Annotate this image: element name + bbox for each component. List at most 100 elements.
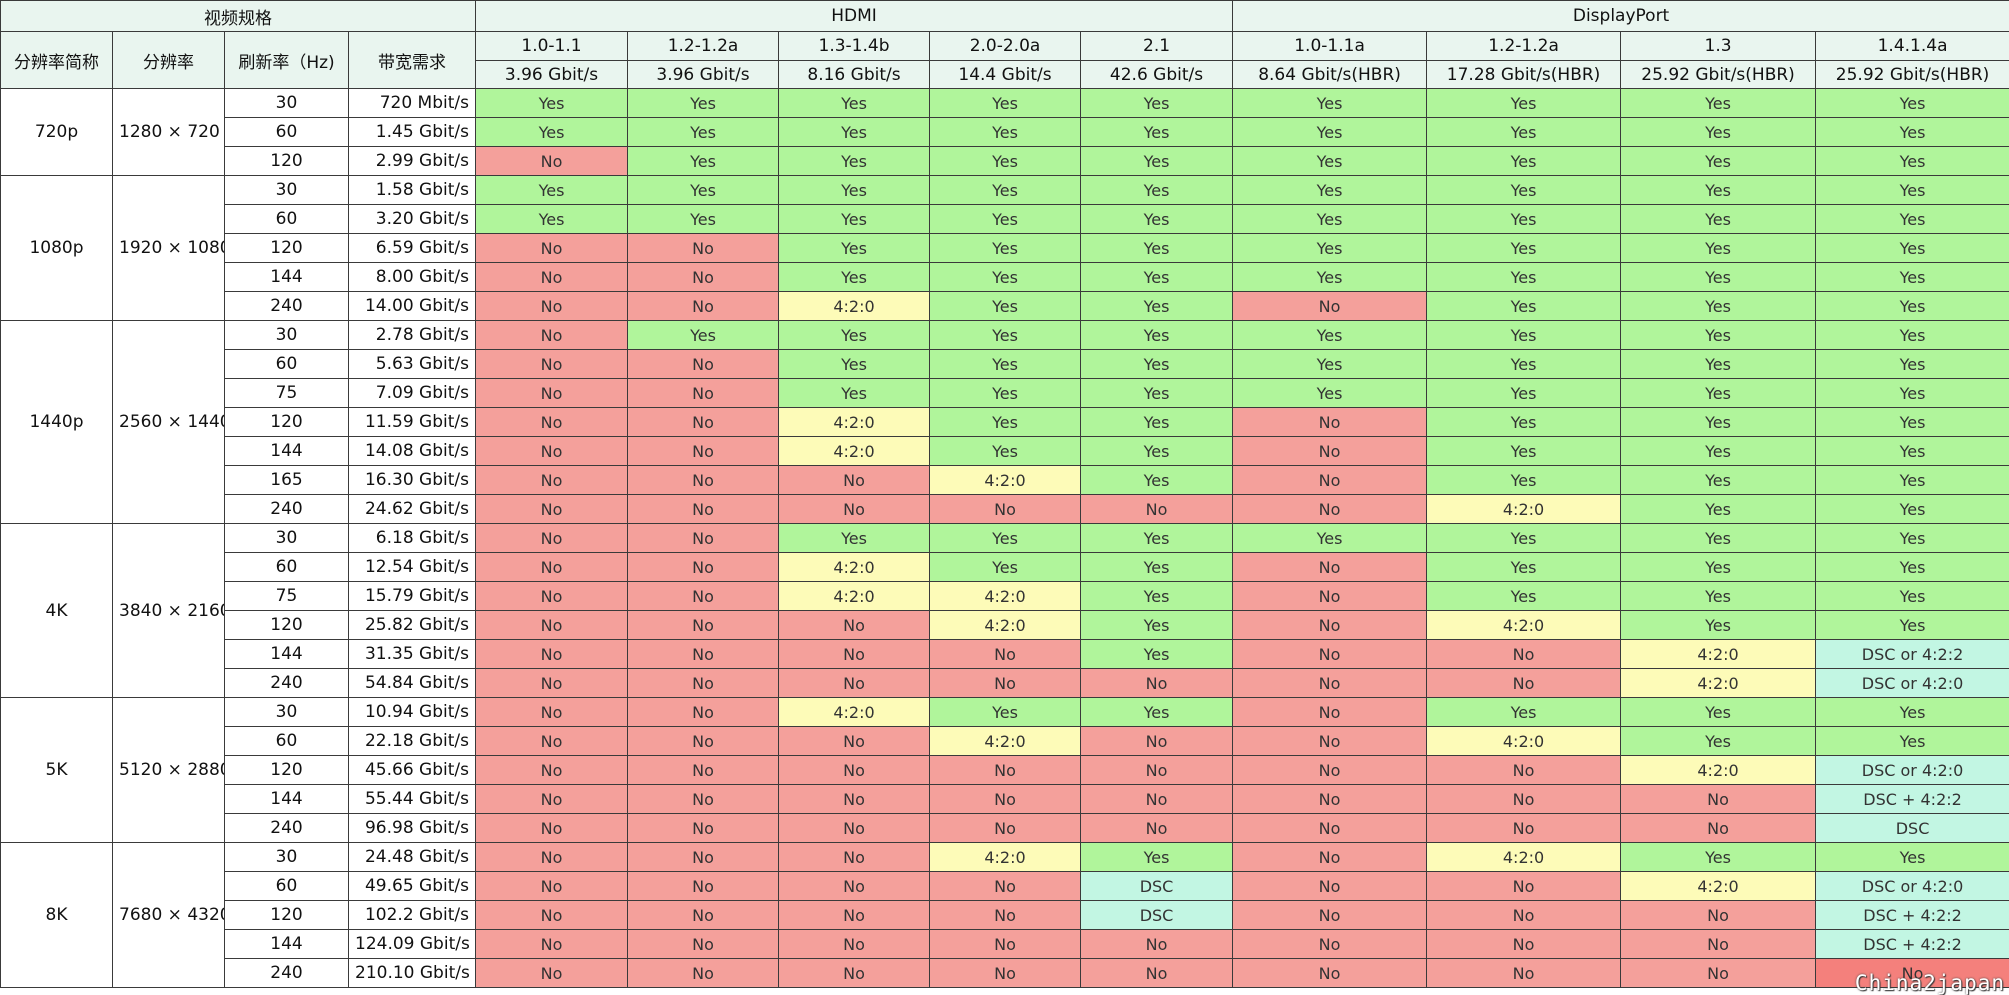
resolution-name-cell: 5K xyxy=(0,697,113,843)
support-cell: Yes xyxy=(1232,88,1428,118)
support-cell: Yes xyxy=(1079,639,1234,669)
support-cell: Yes xyxy=(778,320,930,350)
table-row: 60 22.18 Gbit/s No No No 4:2:0 No No 4:2:0 Yes Yes xyxy=(1,726,2009,756)
displayport-header: DisplayPort xyxy=(1232,0,2009,32)
version-header: 2.1 xyxy=(1079,31,1234,61)
support-cell: No xyxy=(627,610,779,640)
refresh-rate-cell: 30 xyxy=(224,697,349,727)
support-cell: No xyxy=(1232,407,1428,437)
table-row: 120 102.2 Gbit/s No No No No DSC No No No DSC + 4:… xyxy=(1,900,2009,930)
support-cell: No xyxy=(778,668,930,698)
table-row: 75 7.09 Gbit/s No No Yes Yes Yes Yes Yes Yes Yes xyxy=(1,378,2009,408)
support-cell: Yes xyxy=(1620,262,1817,292)
support-cell: Yes xyxy=(627,320,779,350)
bandwidth-cell: 45.66 Gbit/s xyxy=(348,755,476,785)
resolution-cell: 7680 × 4320 xyxy=(112,842,225,988)
refresh-rate-cell: 60 xyxy=(224,349,349,379)
support-cell: 4:2:0 xyxy=(929,726,1081,756)
support-cell: DSC + 4:2:2 xyxy=(1815,784,2009,814)
support-cell: Yes xyxy=(475,175,628,205)
support-cell: Yes xyxy=(1815,378,2009,408)
support-cell: Yes xyxy=(1815,175,2009,205)
support-cell: 4:2:0 xyxy=(929,581,1081,611)
support-cell: No xyxy=(627,813,779,843)
support-cell: Yes xyxy=(1620,523,1817,553)
support-cell: Yes xyxy=(1079,378,1234,408)
support-cell: Yes xyxy=(1620,291,1817,321)
support-cell: No xyxy=(1232,610,1428,640)
support-cell: No xyxy=(1079,668,1234,698)
support-cell: No xyxy=(475,929,628,959)
refresh-rate-cell: 60 xyxy=(224,726,349,756)
support-cell: Yes xyxy=(1815,233,2009,263)
support-cell: Yes xyxy=(1620,204,1817,234)
support-cell: No xyxy=(475,610,628,640)
bandwidth-cell: 210.10 Gbit/s xyxy=(348,958,476,988)
table-row: 240 24.62 Gbit/s No No No No No No 4:2:0 Yes Yes xyxy=(1,494,2009,524)
table-row: 60 5.63 Gbit/s No No Yes Yes Yes Yes Yes Yes Yes xyxy=(1,349,2009,379)
support-cell: No xyxy=(475,146,628,176)
support-cell: Yes xyxy=(1620,465,1817,495)
support-cell: No xyxy=(1232,726,1428,756)
support-cell: Yes xyxy=(1426,262,1622,292)
support-cell: Yes xyxy=(1426,349,1622,379)
refresh-rate-cell: 60 xyxy=(224,552,349,582)
table-row: 144 31.35 Gbit/s No No No No Yes No No 4:2:0 DSC o… xyxy=(1,639,2009,669)
support-cell: No xyxy=(627,552,779,582)
support-cell: Yes xyxy=(929,262,1081,292)
support-cell: No xyxy=(929,668,1081,698)
support-cell: No xyxy=(778,784,930,814)
support-cell: Yes xyxy=(1815,494,2009,524)
support-cell: No xyxy=(1232,291,1428,321)
support-cell: Yes xyxy=(1079,175,1234,205)
support-cell: No xyxy=(627,581,779,611)
bandwidth-cell: 102.2 Gbit/s xyxy=(348,900,476,930)
support-cell: No xyxy=(778,465,930,495)
support-cell: 4:2:0 xyxy=(929,842,1081,872)
table-row: 144 14.08 Gbit/s No No 4:2:0 Yes Yes No Yes Yes Ye… xyxy=(1,436,2009,466)
support-cell: Yes xyxy=(1426,697,1622,727)
support-cell: Yes xyxy=(1620,320,1817,350)
support-cell: No xyxy=(627,233,779,263)
version-bandwidth: 3.96 Gbit/s xyxy=(475,60,628,89)
col-res-header: 分辨率 xyxy=(112,31,225,89)
support-cell: Yes xyxy=(1079,146,1234,176)
support-cell: No xyxy=(929,494,1081,524)
table-row: 60 49.65 Gbit/s No No No No DSC No No 4:2:0 DSC or… xyxy=(1,871,2009,901)
col-refresh-header: 刷新率（Hz) xyxy=(224,31,349,89)
support-cell: No xyxy=(1232,581,1428,611)
refresh-rate-cell: 60 xyxy=(224,204,349,234)
support-cell: No xyxy=(1079,755,1234,785)
version-header: 1.3-1.4b xyxy=(778,31,930,61)
support-cell: Yes xyxy=(1620,117,1817,147)
table-row: 144 124.09 Gbit/s No No No No No No No No DSC + 4:… xyxy=(1,929,2009,959)
support-cell: Yes xyxy=(778,378,930,408)
support-cell: No xyxy=(627,726,779,756)
support-cell: Yes xyxy=(1815,581,2009,611)
support-cell: Yes xyxy=(929,320,1081,350)
support-cell: No xyxy=(929,958,1081,988)
support-cell: Yes xyxy=(1815,552,2009,582)
support-cell: Yes xyxy=(1426,320,1622,350)
bandwidth-cell: 124.09 Gbit/s xyxy=(348,929,476,959)
support-cell: No xyxy=(627,291,779,321)
bandwidth-cell: 22.18 Gbit/s xyxy=(348,726,476,756)
resolution-cell: 1920 × 1080 xyxy=(112,175,225,321)
support-cell: No xyxy=(475,639,628,669)
support-cell: No xyxy=(1232,436,1428,466)
support-cell: Yes xyxy=(627,117,779,147)
support-cell: Yes xyxy=(1620,552,1817,582)
version-bandwidth: 42.6 Gbit/s xyxy=(1079,60,1234,89)
support-cell: Yes xyxy=(1815,726,2009,756)
table-row: 240 14.00 Gbit/s No No 4:2:0 Yes Yes No Yes Yes Ye… xyxy=(1,291,2009,321)
refresh-rate-cell: 120 xyxy=(224,407,349,437)
support-cell: Yes xyxy=(929,204,1081,234)
support-cell: No xyxy=(1426,813,1622,843)
support-cell: DSC xyxy=(1079,900,1234,930)
support-cell: Yes xyxy=(1232,117,1428,147)
bandwidth-cell: 15.79 Gbit/s xyxy=(348,581,476,611)
support-cell: Yes xyxy=(1426,407,1622,437)
refresh-rate-cell: 120 xyxy=(224,755,349,785)
table-row: 120 11.59 Gbit/s No No 4:2:0 Yes Yes No Yes Yes Ye… xyxy=(1,407,2009,437)
support-cell: Yes xyxy=(1232,349,1428,379)
